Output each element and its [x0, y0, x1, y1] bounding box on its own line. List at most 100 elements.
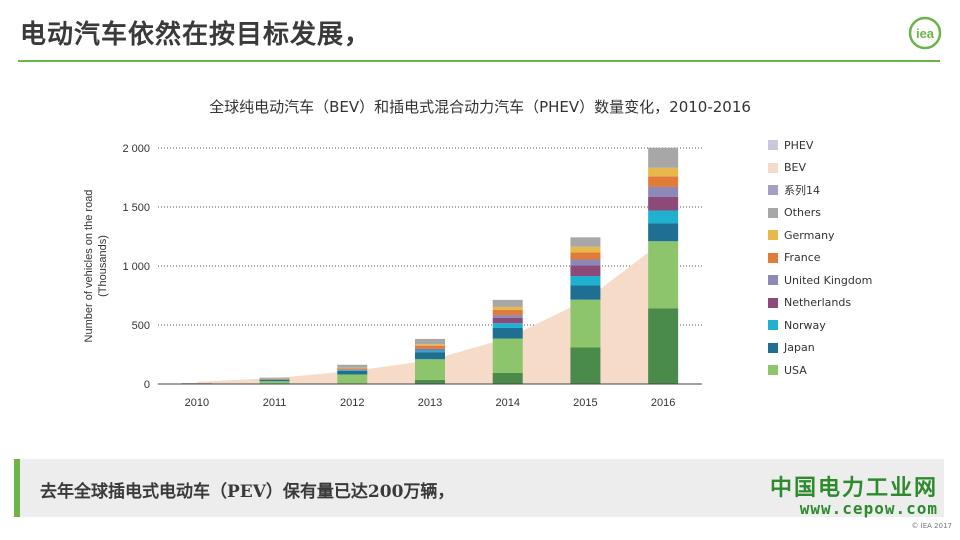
bar-segment	[337, 364, 368, 368]
y-axis-label-line: (Thousands)	[97, 235, 109, 297]
copyright-notice: © IEA 2017	[911, 522, 952, 530]
bar-segment	[337, 370, 368, 375]
bar-segment	[648, 186, 679, 197]
banner-accent-bar	[14, 459, 20, 517]
bar-segment	[570, 285, 601, 300]
bar-segment	[570, 265, 601, 277]
summary-banner: 去年全球插电式电动车（PEV）保有量已达200万辆，	[14, 459, 944, 517]
legend-item: Netherlands	[768, 292, 948, 315]
bar-segment	[570, 276, 601, 286]
legend-swatch	[768, 320, 778, 331]
bar-segment	[492, 338, 523, 373]
bar-segment	[648, 308, 679, 384]
x-tick-label: 2013	[418, 397, 442, 409]
y-tick-label: 1 000	[122, 261, 150, 273]
bar-segment	[648, 210, 679, 224]
bar-segment	[492, 323, 523, 328]
legend-item: USA	[768, 359, 948, 382]
bar-segment	[648, 196, 679, 211]
chart-title: 全球纯电动汽车（BEV）和插电式混合动力汽车（PHEV）数量变化，2010-20…	[209, 98, 751, 116]
legend-label: Japan	[784, 341, 815, 355]
bar-segment	[415, 379, 445, 384]
bar-segment	[259, 377, 290, 379]
bar-segment	[492, 309, 523, 316]
y-tick-label: 2 000	[122, 143, 150, 155]
legend-label: France	[784, 251, 821, 265]
legend-swatch	[768, 297, 778, 308]
bar-segment	[648, 147, 679, 168]
x-tick-label: 2012	[340, 397, 364, 409]
bar-segment	[570, 246, 601, 253]
bar-segment	[337, 370, 368, 371]
legend-swatch	[768, 230, 778, 241]
x-tick-label: 2011	[263, 397, 287, 409]
chart-legend: PHEV BEV 系列14 Others Germany France United Kin…	[768, 134, 948, 382]
legend-item: Germany	[768, 224, 948, 247]
legend-item: Japan	[768, 337, 948, 360]
x-tick-label: 2010	[185, 397, 209, 409]
bar-segment	[648, 223, 679, 242]
legend-item: France	[768, 247, 948, 270]
y-tick-label: 1 500	[122, 202, 150, 214]
bar-segment	[415, 344, 445, 346]
legend-swatch	[768, 342, 778, 353]
bar-segment	[415, 350, 445, 353]
bar-segment	[415, 359, 445, 380]
y-axis-label: Number of vehicles on the road (Thousands…	[83, 190, 109, 343]
legend-item: PHEV	[768, 134, 948, 157]
bar-segment	[259, 381, 290, 384]
bar-segment	[570, 347, 601, 384]
bar-segment	[648, 241, 679, 309]
legend-label: Norway	[784, 318, 826, 332]
bar-segment	[337, 367, 368, 369]
bar-segment	[492, 317, 523, 324]
x-tick-label: 2014	[495, 397, 519, 409]
iea-logo-icon: iea	[908, 16, 942, 50]
legend-item: BEV	[768, 157, 948, 180]
bar-segment	[492, 306, 523, 310]
legend-label: 系列14	[784, 184, 820, 198]
watermark-url: www.cepow.com	[799, 499, 938, 518]
legend-item: Others	[768, 202, 948, 225]
legend-swatch	[768, 207, 778, 218]
legend-swatch	[768, 252, 778, 263]
bar-segment	[492, 299, 523, 307]
bar-segment	[337, 368, 368, 370]
bar-segment	[415, 352, 445, 360]
logo-text: iea	[916, 26, 935, 41]
y-axis-label-line: Number of vehicles on the road	[83, 190, 95, 343]
legend-label: Netherlands	[784, 296, 852, 310]
legend-label: United Kingdom	[784, 273, 873, 287]
bar-segment	[570, 237, 601, 247]
area-bev	[196, 241, 664, 384]
legend-swatch	[768, 162, 778, 173]
legend-label: USA	[784, 363, 807, 377]
legend-swatch	[768, 185, 778, 196]
bar-segment	[648, 176, 679, 187]
legend-item: 系列14	[768, 179, 948, 202]
bar-segment	[415, 345, 445, 349]
summary-text: 去年全球插电式电动车（PEV）保有量已达200万辆，	[40, 482, 455, 502]
legend-label: Germany	[784, 228, 835, 242]
title-divider	[18, 60, 940, 62]
bar-segment	[492, 327, 523, 339]
legend-label: PHEV	[784, 138, 814, 152]
bar-segment	[648, 167, 679, 177]
bar-segment	[337, 374, 368, 384]
bar-segment	[415, 349, 445, 351]
page-title: 电动汽车依然在按目标发展，	[20, 20, 372, 50]
legend-swatch	[768, 275, 778, 286]
legend-item: Norway	[768, 314, 948, 337]
bar-segment	[570, 259, 601, 266]
legend-label: BEV	[784, 161, 807, 175]
legend-item: United Kingdom	[768, 269, 948, 292]
bar-segment	[492, 315, 523, 318]
bar-segment	[259, 379, 290, 382]
bar-segment	[570, 299, 601, 348]
legend-swatch	[768, 140, 778, 151]
legend-label: Others	[784, 206, 821, 220]
y-tick-label: 0	[144, 379, 150, 391]
bar-segment	[492, 372, 523, 384]
y-tick-label: 500	[132, 320, 150, 332]
